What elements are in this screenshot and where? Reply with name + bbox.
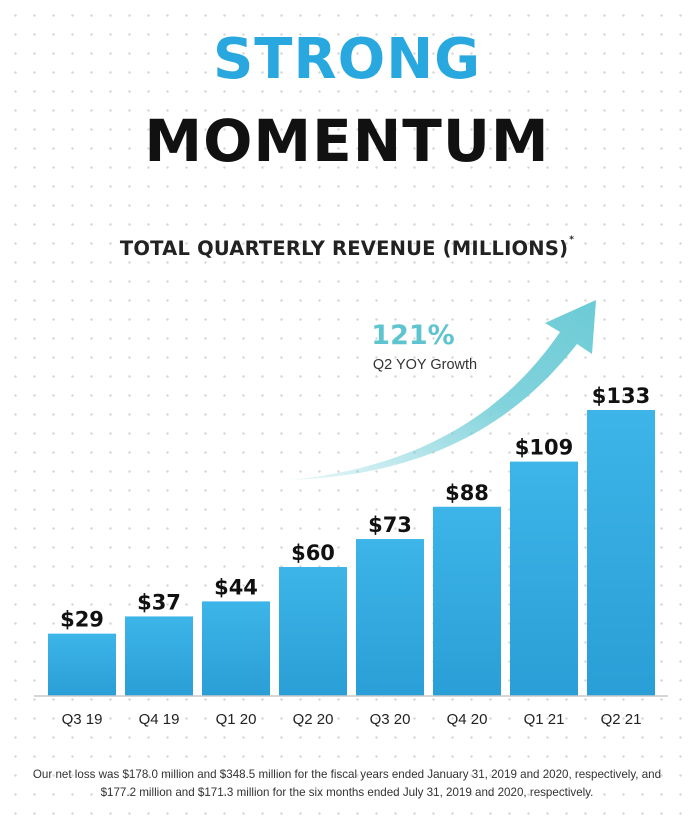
data-label: $73	[368, 513, 412, 537]
data-label: $29	[60, 608, 104, 632]
headline-momentum: MOMENTUM	[144, 107, 550, 175]
bars-group	[48, 410, 655, 696]
bar-q3-20	[356, 539, 424, 696]
category-label: Q1 20	[216, 711, 257, 728]
bar-q4-19	[125, 616, 193, 696]
data-labels-group: $29 $37 $44 $60 $73 $88 $109 $133	[60, 384, 650, 632]
revenue-bar-chart: 121% Q2 YOY Growth $29 $37 $44 $60 $73 $88 $10…	[34, 300, 668, 728]
data-label: $60	[291, 541, 335, 565]
chart-title: TOTAL QUARTERLY REVENUE (MILLIONS)*	[0, 235, 694, 260]
bar-q2-20	[279, 566, 347, 696]
bar-q1-20	[202, 601, 270, 696]
bar-q3-19	[48, 633, 116, 696]
growth-label: Q2 YOY Growth	[373, 357, 477, 373]
data-label: $37	[137, 590, 181, 614]
category-label: Q2 20	[293, 711, 334, 728]
category-label: Q3 19	[62, 711, 103, 728]
data-label: $133	[592, 384, 650, 408]
headline-strong: STRONG	[212, 27, 482, 92]
bar-q2-21	[587, 410, 655, 696]
growth-arrow	[290, 300, 596, 480]
category-labels-group: Q3 19 Q4 19 Q1 20 Q2 20 Q3 20 Q4 20 Q1 21 Q2 21	[62, 711, 642, 728]
data-label: $109	[515, 436, 573, 460]
category-label: Q2 21	[601, 711, 642, 728]
chart-title-text: TOTAL QUARTERLY REVENUE (MILLIONS)	[119, 237, 569, 260]
chart-title-footnote-marker: *	[569, 235, 575, 245]
category-label: Q4 20	[447, 711, 488, 728]
growth-percentage: 121%	[371, 320, 454, 351]
footnote: Our net loss was $178.0 million and $348…	[32, 768, 662, 799]
bar-q4-20	[433, 506, 501, 696]
bar-q1-21	[510, 461, 578, 696]
category-label: Q4 19	[139, 711, 180, 728]
category-label: Q1 21	[524, 711, 565, 728]
data-label: $88	[445, 481, 489, 505]
data-label: $44	[214, 575, 258, 599]
category-label: Q3 20	[370, 711, 411, 728]
